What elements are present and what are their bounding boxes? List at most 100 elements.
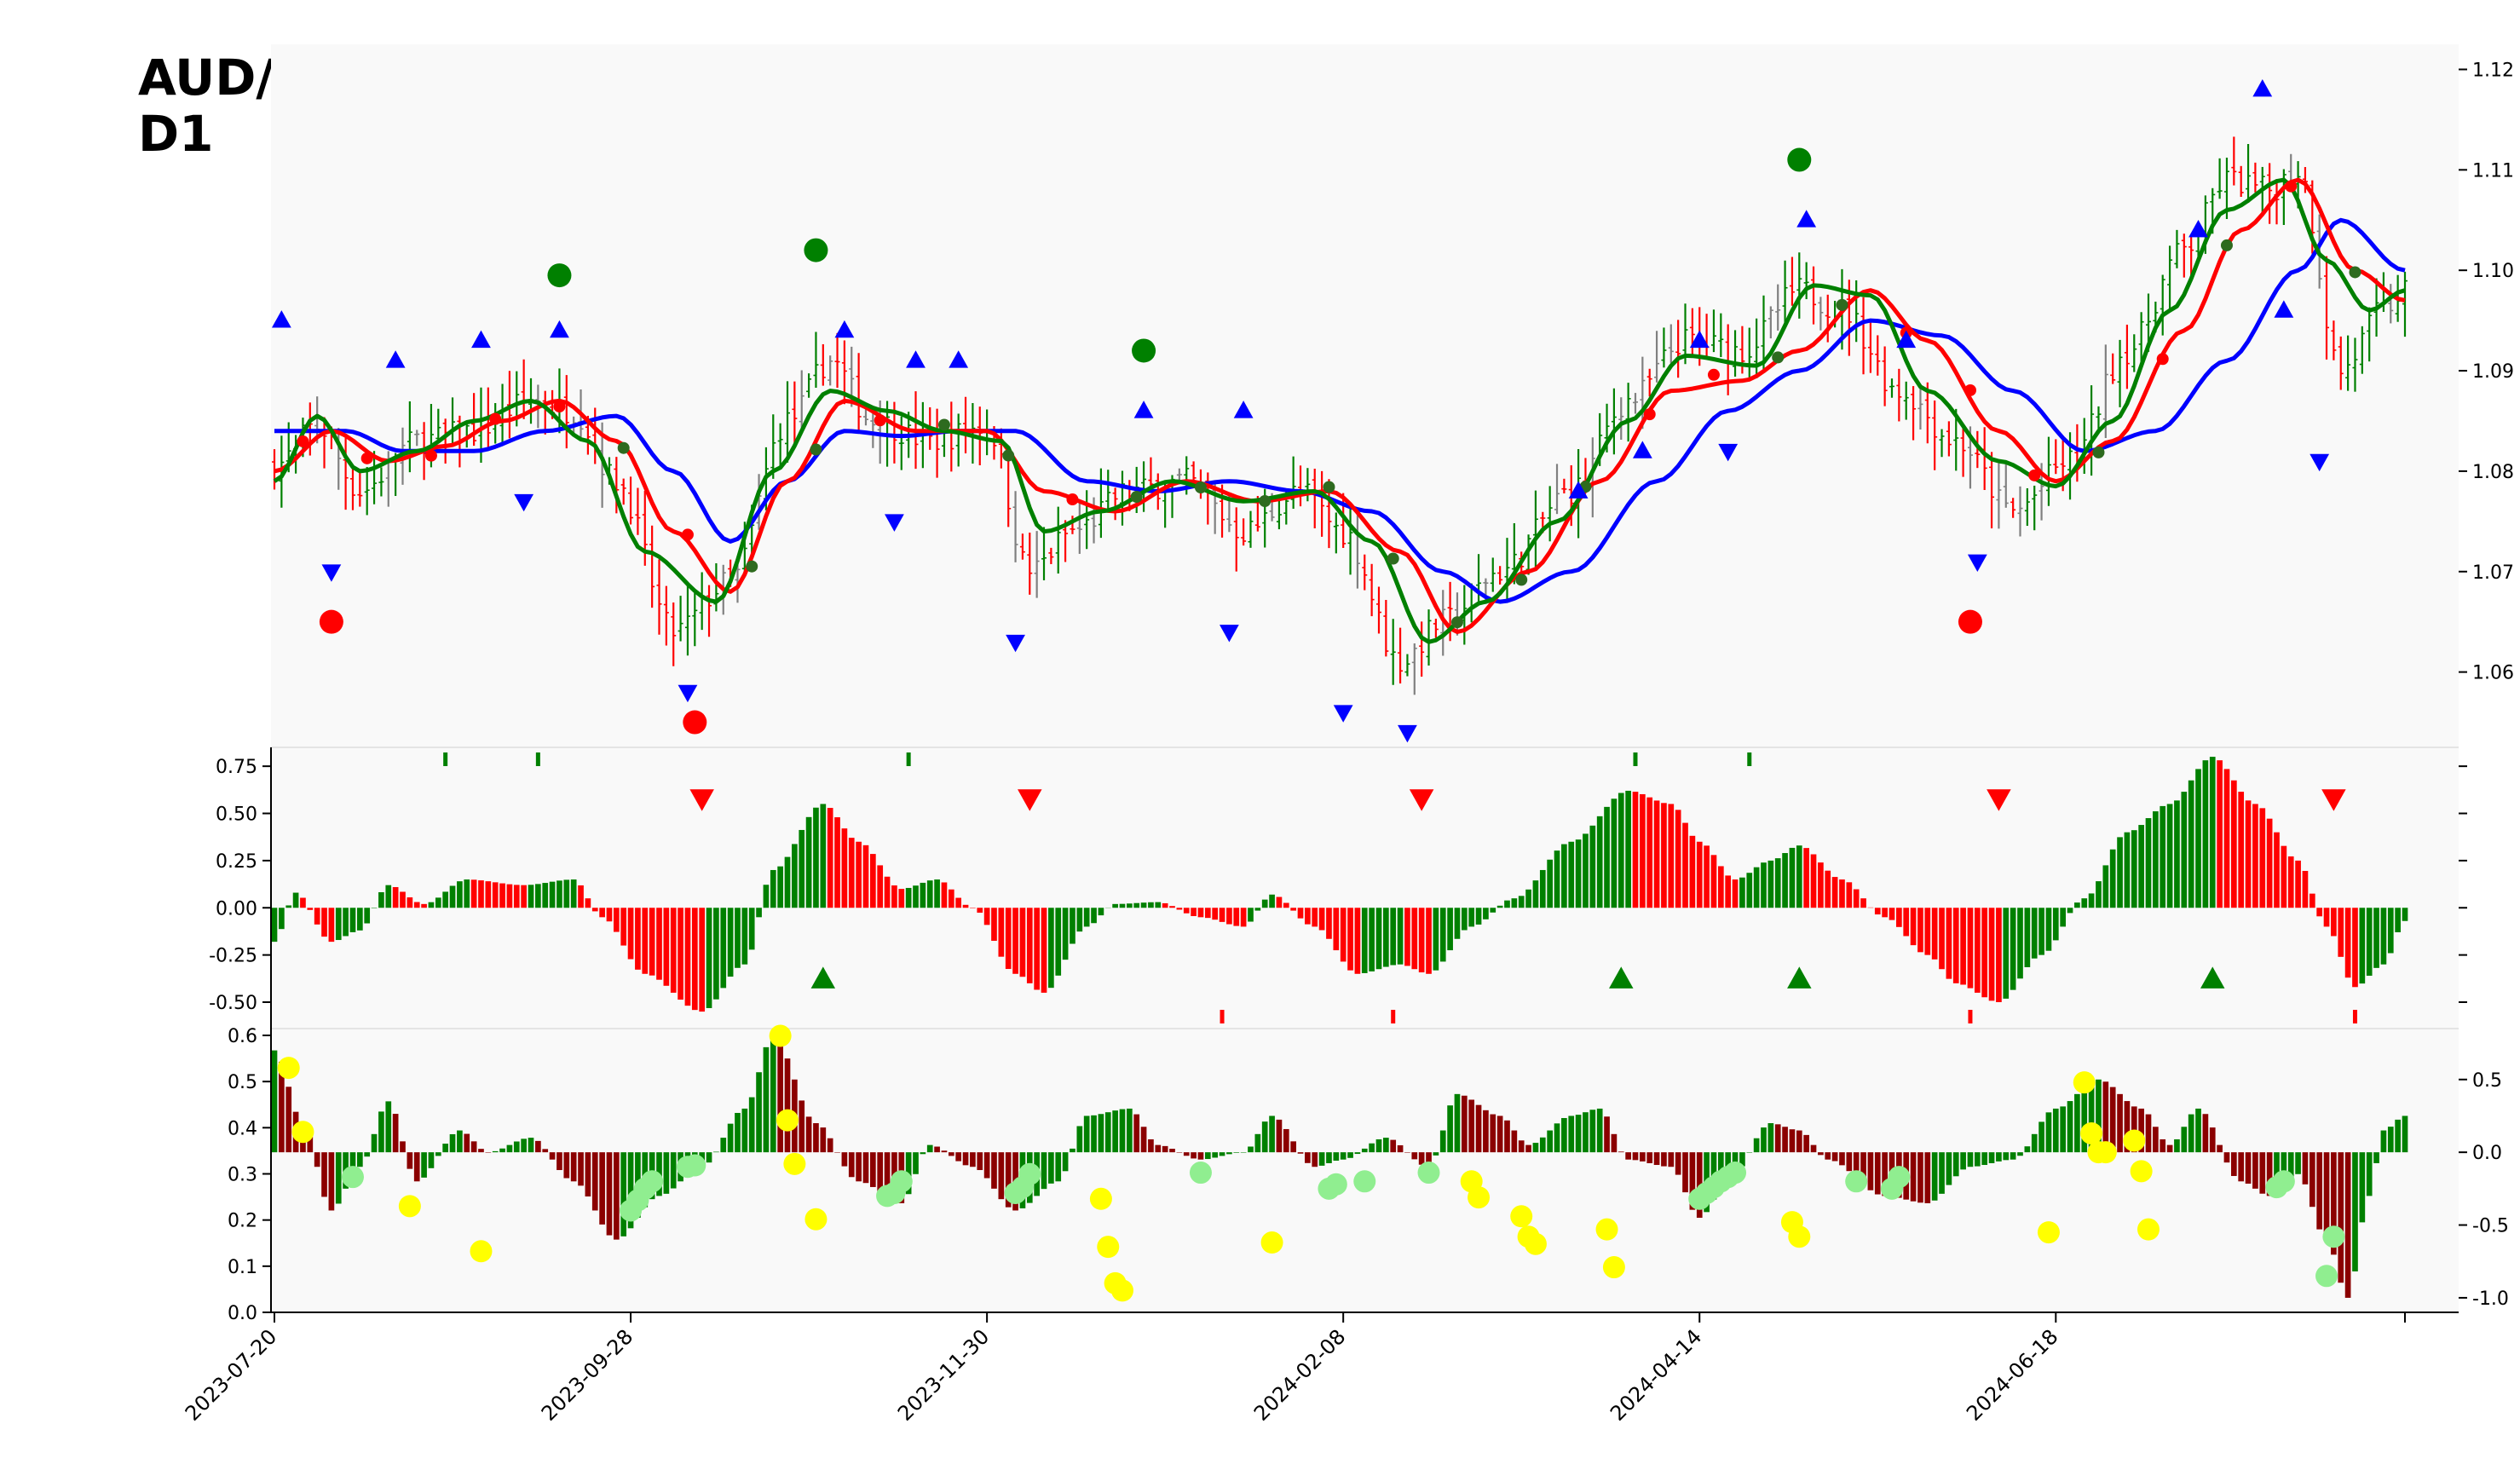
oscillator-bar	[1148, 1139, 1154, 1153]
histogram-bar	[1539, 869, 1546, 908]
oscillator-bar	[499, 1148, 505, 1153]
histogram-bar	[1682, 822, 1688, 908]
histogram-bar	[2281, 845, 2287, 908]
histogram-bar	[542, 883, 549, 908]
histogram-bar	[1625, 790, 1631, 908]
oscillator-bar	[2145, 1114, 2152, 1153]
histogram-bar	[784, 856, 791, 908]
oscillator-bar	[2287, 1152, 2294, 1178]
histogram-bar	[549, 881, 556, 908]
oscillator-bar	[1226, 1152, 1232, 1155]
histogram-bar	[926, 880, 933, 908]
oscillator-bar	[727, 1123, 734, 1153]
histogram-bar	[1889, 908, 1895, 920]
oscillator-bar	[1525, 1144, 1531, 1153]
bull-signal-dot	[547, 263, 572, 288]
histogram-bar	[642, 908, 649, 974]
bull-signal-dot	[1132, 338, 1156, 363]
oscillator-bar	[1354, 1152, 1361, 1155]
histogram-bar	[699, 908, 706, 1012]
oscillator-bar	[1910, 1152, 1917, 1202]
oscillator-bar	[834, 1152, 840, 1153]
histogram-bar	[1333, 908, 1340, 951]
histogram-bar	[1191, 908, 1197, 917]
oscillator-bar	[1568, 1115, 1575, 1153]
histogram-bar	[635, 908, 641, 970]
oscillator-bar	[941, 1150, 948, 1153]
cross-dot	[2220, 239, 2233, 251]
oscillator-bar	[585, 1152, 591, 1197]
yellow-signal-dot	[2123, 1129, 2146, 1152]
oscillator-bar	[1112, 1110, 1118, 1153]
oscillator-bar	[2003, 1152, 2010, 1161]
oscillator-bar	[2245, 1152, 2252, 1184]
oscillator-bar	[2295, 1152, 2301, 1174]
oscillator-bar	[1204, 1152, 1211, 1160]
histogram-bar	[856, 841, 862, 908]
turn-down-marker	[689, 789, 714, 811]
oscillator-bar	[407, 1152, 413, 1169]
panel-backgrounds	[271, 44, 2459, 1312]
histogram-bar	[356, 908, 363, 931]
oscillator-bar	[913, 1152, 919, 1174]
oscillator-bar	[1974, 1152, 1981, 1167]
turn-down-marker	[1018, 789, 1042, 811]
histogram-bar	[1369, 908, 1375, 971]
oscillator-bar	[1155, 1144, 1162, 1153]
histogram-bar	[1233, 908, 1240, 926]
histogram-bar	[1710, 855, 1717, 908]
histogram-bar	[1831, 877, 1838, 908]
cross-dot	[746, 560, 758, 573]
oscillator-left-tick-label: 0.3	[228, 1165, 257, 1186]
light-green-signal-dot	[1324, 1173, 1347, 1196]
histogram-bar	[1183, 908, 1190, 914]
histogram-bar	[805, 816, 812, 908]
histogram-bar	[2174, 800, 2180, 908]
histogram-bar	[1490, 908, 1496, 913]
signal-down-marker	[678, 684, 698, 703]
oscillator-bar	[335, 1152, 342, 1204]
histogram-bar	[1070, 908, 1075, 944]
histogram-bar	[998, 908, 1005, 957]
oscillator-bar	[1981, 1152, 1988, 1166]
ma-slow-line	[274, 217, 2406, 604]
oscillator-bar	[1133, 1114, 1140, 1153]
histogram-bar	[2359, 908, 2366, 984]
oscillator-bar	[1439, 1130, 1446, 1153]
histogram-bar	[741, 908, 748, 965]
oscillator-bar	[1219, 1152, 1225, 1156]
oscillator-bar	[1583, 1112, 1589, 1153]
histogram-bar	[449, 885, 456, 908]
histogram-bar	[1896, 908, 1902, 927]
histogram-bar	[1034, 908, 1040, 990]
oscillator-bar	[2010, 1152, 2016, 1160]
histogram-bar	[2031, 908, 2038, 959]
histogram-bar	[1197, 908, 1204, 918]
histogram-bar	[1646, 797, 1653, 908]
bottom-tick-mark	[2352, 1010, 2357, 1023]
signal-up-marker	[1632, 441, 1652, 458]
oscillator-bar	[378, 1111, 384, 1153]
oscillator-bar	[1183, 1152, 1190, 1156]
histogram-bar	[1261, 899, 1268, 908]
histogram-bar	[848, 838, 855, 908]
yellow-signal-dot	[1089, 1187, 1112, 1210]
oscillator-bar	[356, 1152, 363, 1167]
histogram-bar	[1696, 841, 1703, 908]
histogram-bar	[1397, 908, 1404, 965]
histogram-bar	[570, 879, 577, 908]
cross-dot	[1002, 449, 1015, 462]
histogram-bar	[1283, 902, 1289, 908]
oscillator-bar	[1269, 1115, 1275, 1153]
oscillator-bar	[1041, 1152, 1047, 1190]
oscillator-bar	[741, 1108, 748, 1153]
oscillator-bar	[513, 1141, 520, 1153]
histogram-bar	[535, 884, 541, 908]
oscillator-bar	[1005, 1152, 1012, 1208]
price-panel	[271, 79, 2408, 743]
histogram-bar	[1433, 908, 1439, 971]
top-tick-mark	[1747, 752, 1752, 766]
histogram-bar	[1746, 873, 1753, 908]
oscillator-bar	[449, 1133, 456, 1153]
